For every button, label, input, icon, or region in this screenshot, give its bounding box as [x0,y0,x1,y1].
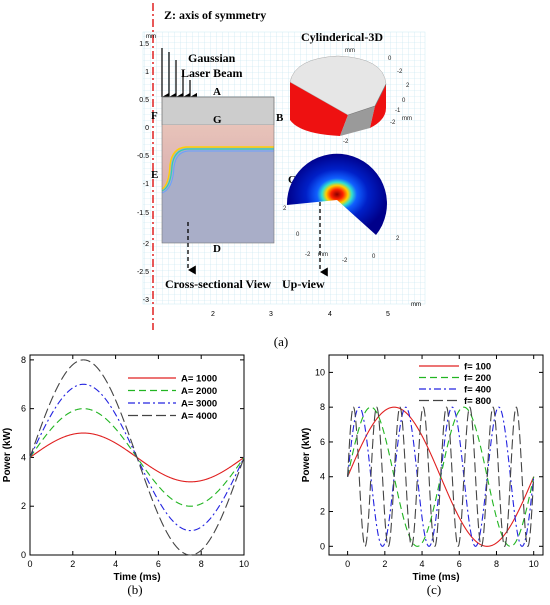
y-tick: -2 [143,241,149,248]
x-tick-label: 2 [382,559,387,569]
legend-label: f= 100 [464,362,491,373]
cylinder-3d [289,55,387,136]
y-tick-label: 0 [21,550,26,560]
legend-label: f= 200 [464,373,491,384]
up-view-label: Up-view [282,277,325,291]
cyl-tick: 0 [388,56,392,62]
legend-label: f= 800 [464,396,491,407]
cross-section-domain [161,96,275,244]
x-tick-label: 8 [199,559,204,569]
x-tick-label: 2 [70,559,75,569]
y-tick: -3 [143,297,149,304]
cyl-tick: -2 [390,120,396,126]
laser-label-1: Gaussian [188,51,236,65]
y-tick-label: 4 [21,452,26,462]
y-tick: 0.5 [139,97,149,104]
x-tick: 5 [386,311,390,318]
legend-label: A= 2000 [181,386,217,397]
unit-mm-bottom: mm [411,302,421,308]
plot-frame [328,354,544,556]
x-tick-label: 4 [420,559,425,569]
x-tick: 2 [211,311,215,318]
series-line [347,406,535,547]
x-tick-label: 0 [345,559,350,569]
region-label-a: A [213,86,221,98]
chart-caption: (c) [427,582,441,597]
y-tick-label: 6 [21,404,26,414]
x-axis-label: Time (ms) [113,572,160,583]
caption-a: (a) [274,334,288,349]
chart-caption: (b) [127,582,142,597]
y-tick-label: 0 [320,541,325,551]
y-axis-label: Power (kW) [2,428,13,482]
y-tick: -1 [143,181,149,188]
y-tick-label: 4 [320,472,325,482]
laser-arrows [161,48,198,102]
x-tick-label: 10 [529,559,539,569]
up-tick: 0 [296,232,300,238]
y-tick: -0.5 [137,153,149,160]
y-tick: -1.5 [137,210,149,217]
y-tick-label: 10 [315,367,325,377]
cyl-tick: -1 [395,108,401,114]
laser-label-2: Laser Beam [181,66,242,80]
x-tick-label: 6 [457,559,462,569]
x-axis-label: Time (ms) [412,572,459,583]
series-line [347,406,535,547]
x-tick: 3 [269,311,273,318]
x-ticks-a: 2 3 4 5 [211,311,390,318]
y-tick: 0 [145,125,149,132]
up-tick: -2 [343,139,349,145]
cyl-tick: -2 [397,69,403,75]
y-tick: -2.5 [137,269,149,276]
region-label-b: B [276,112,284,124]
plot-frame [29,354,245,556]
up-tick: -2 [342,258,348,264]
y-tick: 1.5 [139,41,149,48]
series-line [29,359,245,556]
up-tick: 2 [396,236,400,242]
y-tick-label: 8 [21,355,26,365]
region-label-d: D [213,243,221,255]
region-label-e: E [151,169,158,181]
cyl-tick: 0 [402,98,406,104]
y-tick: 1 [145,69,149,76]
x-tick-label: 10 [239,559,249,569]
cross-sectional-label: Cross-sectional View [165,277,271,291]
x-tick-label: 0 [27,559,32,569]
x-tick-label: 4 [113,559,118,569]
y-axis-label: Power (kW) [301,428,312,482]
region-label-f: F [151,110,158,122]
y-tick-label: 8 [320,402,325,412]
legend-label: A= 4000 [181,411,217,422]
up-view-plot [286,153,387,235]
region-label-g: G [213,114,222,126]
y-tick-label: 2 [21,501,26,511]
y-tick-label: 2 [320,507,325,517]
y-tick-label: 6 [320,437,325,447]
x-tick-label: 8 [494,559,499,569]
up-tick: -2 [305,252,311,258]
cylindrical-title: Cylinderical-3D [301,30,383,44]
cyl-tick: mm [402,116,412,122]
legend-label: A= 1000 [181,374,217,385]
legend-label: A= 3000 [181,399,217,410]
series-line [29,383,245,532]
up-tick: mm [318,252,328,258]
unit-mm-top: mm [146,34,156,40]
axis-of-symmetry-label: Z: axis of symmetry [164,8,266,22]
cyl-tick: mm [345,48,355,54]
up-tick: 2 [283,206,287,212]
x-tick: 4 [328,311,332,318]
cyl-tick: 2 [406,83,410,89]
up-tick: 0 [372,254,376,260]
x-tick-label: 6 [156,559,161,569]
legend-label: f= 400 [464,385,491,396]
y-ticks-a: 1.5 1 0.5 0 -0.5 -1 -1.5 -2 -2.5 -3 [137,41,149,304]
region-label-c: C [288,174,296,186]
